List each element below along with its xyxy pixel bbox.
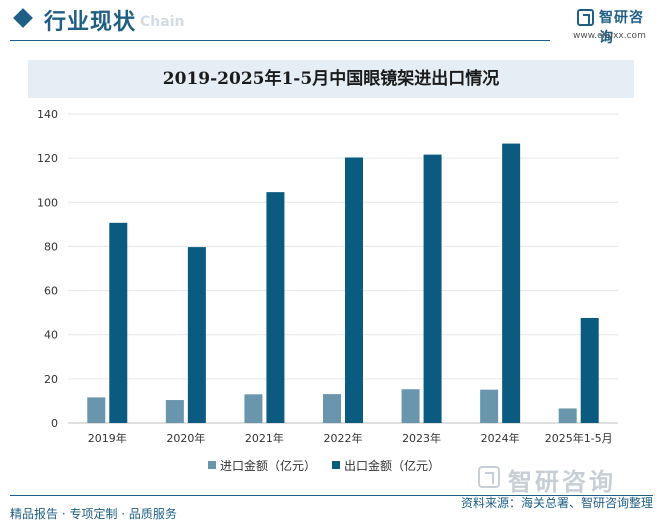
footer-logo-text: 智研咨询	[508, 468, 616, 496]
y-tick-label: 120	[37, 152, 58, 165]
y-tick-label: 20	[44, 373, 58, 386]
bar-export	[502, 143, 521, 423]
bar-import	[87, 397, 106, 423]
legend-item-import: 进口金额（亿元）	[208, 457, 316, 474]
y-tick-label: 100	[37, 196, 58, 209]
section-title-en: Chain	[140, 14, 185, 30]
footer-watermark-logo: 智研咨询	[478, 462, 658, 496]
logo-text: 智研咨询	[599, 10, 644, 46]
legend-label-import: 进口金额（亿元）	[220, 459, 317, 473]
header-divider	[10, 40, 550, 41]
logo-mark-icon	[577, 9, 594, 26]
footer-divider	[10, 495, 653, 496]
legend-item-export: 出口金额（亿元）	[332, 457, 440, 474]
footer-logo-mark-icon	[478, 466, 500, 488]
footer-tagline: 精品报告 · 专项定制 · 品质服务	[10, 507, 177, 521]
y-axis-ticks: 0 20 40 60 80 100 120 140	[37, 108, 58, 430]
x-axis-ticks: 2019年 2020年 2021年 2022年 2023年 2024年 2025年1-5月	[88, 431, 613, 445]
bars	[87, 143, 599, 423]
x-tick-label: 2024年	[481, 431, 520, 445]
grid-lines	[68, 113, 618, 424]
brand-logo: 智研咨询 www.chyxx.com	[573, 6, 655, 46]
x-tick-label: 2023年	[402, 431, 441, 445]
x-tick-label: 2025年1-5月	[545, 431, 613, 445]
bar-export	[345, 157, 363, 423]
bar-export	[580, 317, 599, 423]
x-tick-label: 2022年	[324, 431, 363, 445]
bar-export	[109, 222, 128, 423]
x-tick-label: 2019年	[88, 431, 127, 445]
x-tick-label: 2021年	[245, 431, 284, 445]
header: 行业现状 Chain 智研咨询 www.chyxx.com	[0, 0, 663, 46]
logo-url: www.chyxx.com	[573, 31, 646, 41]
x-tick-label: 2020年	[166, 431, 205, 445]
bar-export	[266, 192, 285, 423]
chart-title: 2019-2025年1-5月中国眼镜架进出口情况	[162, 69, 500, 89]
y-tick-label: 40	[44, 329, 58, 342]
bar-import	[558, 408, 577, 423]
bar-import	[480, 389, 499, 423]
y-tick-label: 140	[37, 108, 58, 121]
bar-export	[187, 247, 206, 423]
legend-label-export: 出口金额（亿元）	[344, 459, 441, 473]
bar-import	[165, 400, 184, 423]
y-tick-label: 80	[44, 240, 58, 253]
section-title: 行业现状	[44, 10, 137, 35]
chart-title-bar: 2019-2025年1-5月中国眼镜架进出口情况	[28, 60, 634, 98]
bar-import	[401, 389, 420, 423]
bar-export	[423, 154, 442, 423]
bar-import	[323, 394, 341, 423]
legend-swatch-export	[332, 461, 340, 469]
data-source: 资料来源：海关总署、智研咨询整理	[460, 496, 653, 510]
bar-import	[244, 394, 263, 423]
legend-swatch-import	[208, 461, 216, 469]
y-tick-label: 0	[51, 417, 58, 430]
y-tick-label: 60	[44, 285, 58, 298]
chart-panel	[28, 58, 636, 458]
